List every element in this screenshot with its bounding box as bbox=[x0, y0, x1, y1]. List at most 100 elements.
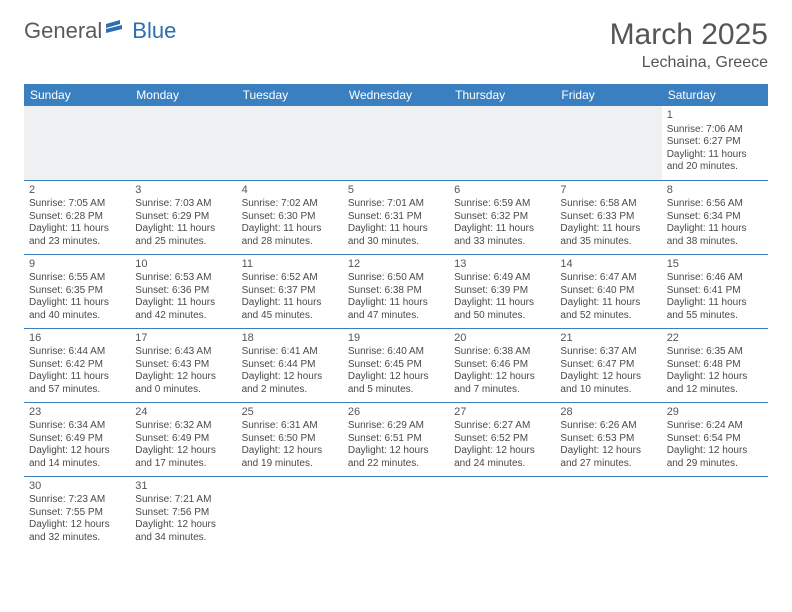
calendar-cell: 16Sunrise: 6:44 AMSunset: 6:42 PMDayligh… bbox=[24, 328, 130, 402]
sunset-line: Sunset: 7:56 PM bbox=[135, 507, 231, 520]
calendar-row: 23Sunrise: 6:34 AMSunset: 6:49 PMDayligh… bbox=[24, 402, 768, 476]
calendar-row: 2Sunrise: 7:05 AMSunset: 6:28 PMDaylight… bbox=[24, 180, 768, 254]
sunset-line: Sunset: 6:28 PM bbox=[29, 211, 125, 224]
day-number: 25 bbox=[242, 406, 338, 420]
day-number: 12 bbox=[348, 258, 444, 272]
day-number: 31 bbox=[135, 480, 231, 494]
sunrise-line: Sunrise: 6:37 AM bbox=[560, 346, 656, 359]
sunrise-line: Sunrise: 6:47 AM bbox=[560, 272, 656, 285]
daylight-line: Daylight: 12 hours and 7 minutes. bbox=[454, 371, 550, 396]
daylight-line: Daylight: 12 hours and 32 minutes. bbox=[29, 519, 125, 544]
sunset-line: Sunset: 6:54 PM bbox=[667, 433, 763, 446]
day-number: 5 bbox=[348, 184, 444, 198]
sunrise-line: Sunrise: 6:29 AM bbox=[348, 420, 444, 433]
day-number: 18 bbox=[242, 332, 338, 346]
calendar-cell: 6Sunrise: 6:59 AMSunset: 6:32 PMDaylight… bbox=[449, 180, 555, 254]
calendar-cell: 13Sunrise: 6:49 AMSunset: 6:39 PMDayligh… bbox=[449, 254, 555, 328]
title-block: March 2025 Lechaina, Greece bbox=[610, 18, 768, 72]
daylight-line: Daylight: 11 hours and 25 minutes. bbox=[135, 223, 231, 248]
calendar-cell: 15Sunrise: 6:46 AMSunset: 6:41 PMDayligh… bbox=[662, 254, 768, 328]
calendar-cell: 21Sunrise: 6:37 AMSunset: 6:47 PMDayligh… bbox=[555, 328, 661, 402]
sunset-line: Sunset: 6:49 PM bbox=[135, 433, 231, 446]
calendar-cell: 5Sunrise: 7:01 AMSunset: 6:31 PMDaylight… bbox=[343, 180, 449, 254]
daylight-line: Daylight: 12 hours and 22 minutes. bbox=[348, 445, 444, 470]
daylight-line: Daylight: 11 hours and 20 minutes. bbox=[667, 149, 763, 174]
daylight-line: Daylight: 12 hours and 27 minutes. bbox=[560, 445, 656, 470]
daylight-line: Daylight: 11 hours and 47 minutes. bbox=[348, 297, 444, 322]
daylight-line: Daylight: 11 hours and 38 minutes. bbox=[667, 223, 763, 248]
sunset-line: Sunset: 6:53 PM bbox=[560, 433, 656, 446]
sunrise-line: Sunrise: 7:21 AM bbox=[135, 494, 231, 507]
calendar-cell bbox=[24, 106, 130, 180]
day-number: 16 bbox=[29, 332, 125, 346]
header: General Blue March 2025 Lechaina, Greece bbox=[24, 18, 768, 72]
sunrise-line: Sunrise: 6:32 AM bbox=[135, 420, 231, 433]
sunrise-line: Sunrise: 6:27 AM bbox=[454, 420, 550, 433]
day-header: Tuesday bbox=[237, 84, 343, 106]
sunset-line: Sunset: 6:38 PM bbox=[348, 285, 444, 298]
day-number: 14 bbox=[560, 258, 656, 272]
calendar-row: 16Sunrise: 6:44 AMSunset: 6:42 PMDayligh… bbox=[24, 328, 768, 402]
sunset-line: Sunset: 6:37 PM bbox=[242, 285, 338, 298]
sunset-line: Sunset: 6:33 PM bbox=[560, 211, 656, 224]
sunset-line: Sunset: 6:46 PM bbox=[454, 359, 550, 372]
day-header: Monday bbox=[130, 84, 236, 106]
daylight-line: Daylight: 11 hours and 52 minutes. bbox=[560, 297, 656, 322]
calendar-cell: 4Sunrise: 7:02 AMSunset: 6:30 PMDaylight… bbox=[237, 180, 343, 254]
sunset-line: Sunset: 6:48 PM bbox=[667, 359, 763, 372]
sunrise-line: Sunrise: 6:35 AM bbox=[667, 346, 763, 359]
sunset-line: Sunset: 6:34 PM bbox=[667, 211, 763, 224]
sunrise-line: Sunrise: 6:59 AM bbox=[454, 198, 550, 211]
day-number: 6 bbox=[454, 184, 550, 198]
sunrise-line: Sunrise: 7:23 AM bbox=[29, 494, 125, 507]
sunset-line: Sunset: 6:52 PM bbox=[454, 433, 550, 446]
day-number: 28 bbox=[560, 406, 656, 420]
daylight-line: Daylight: 12 hours and 29 minutes. bbox=[667, 445, 763, 470]
calendar-cell: 8Sunrise: 6:56 AMSunset: 6:34 PMDaylight… bbox=[662, 180, 768, 254]
calendar-cell bbox=[237, 106, 343, 180]
calendar-cell: 30Sunrise: 7:23 AMSunset: 7:55 PMDayligh… bbox=[24, 476, 130, 550]
day-number: 21 bbox=[560, 332, 656, 346]
flag-icon bbox=[106, 18, 128, 44]
sunset-line: Sunset: 6:31 PM bbox=[348, 211, 444, 224]
calendar-cell: 7Sunrise: 6:58 AMSunset: 6:33 PMDaylight… bbox=[555, 180, 661, 254]
day-number: 11 bbox=[242, 258, 338, 272]
calendar-cell: 18Sunrise: 6:41 AMSunset: 6:44 PMDayligh… bbox=[237, 328, 343, 402]
sunset-line: Sunset: 6:36 PM bbox=[135, 285, 231, 298]
day-number: 8 bbox=[667, 184, 763, 198]
calendar-cell: 17Sunrise: 6:43 AMSunset: 6:43 PMDayligh… bbox=[130, 328, 236, 402]
sunset-line: Sunset: 6:29 PM bbox=[135, 211, 231, 224]
daylight-line: Daylight: 11 hours and 33 minutes. bbox=[454, 223, 550, 248]
calendar: SundayMondayTuesdayWednesdayThursdayFrid… bbox=[24, 84, 768, 550]
sunrise-line: Sunrise: 6:38 AM bbox=[454, 346, 550, 359]
calendar-cell: 27Sunrise: 6:27 AMSunset: 6:52 PMDayligh… bbox=[449, 402, 555, 476]
calendar-cell bbox=[343, 476, 449, 550]
calendar-cell: 25Sunrise: 6:31 AMSunset: 6:50 PMDayligh… bbox=[237, 402, 343, 476]
day-number: 22 bbox=[667, 332, 763, 346]
sunrise-line: Sunrise: 7:06 AM bbox=[667, 124, 763, 137]
day-number: 30 bbox=[29, 480, 125, 494]
sunset-line: Sunset: 6:47 PM bbox=[560, 359, 656, 372]
daylight-line: Daylight: 11 hours and 50 minutes. bbox=[454, 297, 550, 322]
calendar-row: 30Sunrise: 7:23 AMSunset: 7:55 PMDayligh… bbox=[24, 476, 768, 550]
daylight-line: Daylight: 11 hours and 28 minutes. bbox=[242, 223, 338, 248]
sunset-line: Sunset: 6:44 PM bbox=[242, 359, 338, 372]
daylight-line: Daylight: 12 hours and 14 minutes. bbox=[29, 445, 125, 470]
day-number: 4 bbox=[242, 184, 338, 198]
logo: General Blue bbox=[24, 18, 176, 44]
calendar-body: 1Sunrise: 7:06 AMSunset: 6:27 PMDaylight… bbox=[24, 106, 768, 550]
sunset-line: Sunset: 6:41 PM bbox=[667, 285, 763, 298]
daylight-line: Daylight: 11 hours and 23 minutes. bbox=[29, 223, 125, 248]
calendar-cell: 1Sunrise: 7:06 AMSunset: 6:27 PMDaylight… bbox=[662, 106, 768, 180]
day-header: Thursday bbox=[449, 84, 555, 106]
calendar-cell: 31Sunrise: 7:21 AMSunset: 7:56 PMDayligh… bbox=[130, 476, 236, 550]
daylight-line: Daylight: 12 hours and 12 minutes. bbox=[667, 371, 763, 396]
sunset-line: Sunset: 6:32 PM bbox=[454, 211, 550, 224]
day-number: 2 bbox=[29, 184, 125, 198]
page-title: March 2025 bbox=[610, 18, 768, 52]
sunrise-line: Sunrise: 6:44 AM bbox=[29, 346, 125, 359]
day-number: 19 bbox=[348, 332, 444, 346]
calendar-cell: 23Sunrise: 6:34 AMSunset: 6:49 PMDayligh… bbox=[24, 402, 130, 476]
daylight-line: Daylight: 12 hours and 19 minutes. bbox=[242, 445, 338, 470]
daylight-line: Daylight: 12 hours and 34 minutes. bbox=[135, 519, 231, 544]
